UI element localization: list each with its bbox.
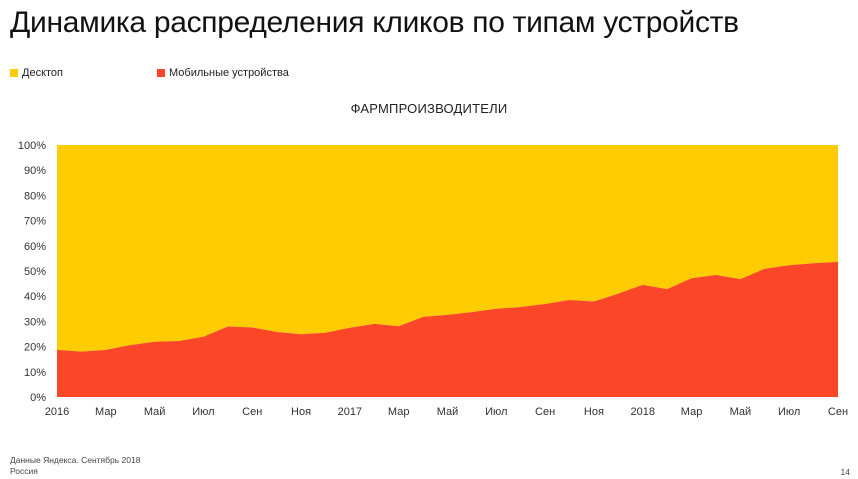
y-tick-label: 60% — [24, 241, 46, 253]
x-tick-label: Сен — [828, 406, 848, 418]
legend-label-desktop: Десктоп — [22, 67, 63, 79]
y-tick-label: 50% — [24, 266, 46, 278]
y-tick-label: 90% — [24, 165, 46, 177]
legend-item-desktop: Десктоп — [10, 67, 63, 79]
y-tick-label: 100% — [18, 140, 46, 152]
x-tick-label: Май — [144, 406, 166, 418]
legend-swatch-desktop — [10, 69, 18, 77]
chart-title: ФАРМПРОИЗВОДИТЕЛИ — [350, 101, 508, 116]
x-tick-label: Мар — [681, 406, 703, 418]
y-tick-label: 40% — [24, 291, 46, 303]
y-tick-label: 70% — [24, 216, 46, 228]
x-tick-label: Июл — [485, 406, 507, 418]
legend-label-mobile: Мобильные устройства — [169, 67, 289, 79]
x-tick-label: Июл — [192, 406, 214, 418]
y-tick-label: 0% — [30, 392, 46, 404]
series-area-mobile — [57, 261, 838, 397]
x-tick-label: Сен — [242, 406, 262, 418]
x-tick-label: Мар — [95, 406, 117, 418]
series-area-desktop — [57, 145, 838, 352]
footer-region-line: Россия — [10, 466, 38, 476]
x-tick-label: Сен — [535, 406, 555, 418]
x-tick-label: Ноя — [291, 406, 311, 418]
x-tick-label: Май — [730, 406, 752, 418]
x-tick-label: 2018 — [631, 406, 655, 418]
footer-source-note: Данные Яндекса. Сентябрь 2018 Россия — [10, 455, 140, 477]
x-tick-label: Май — [437, 406, 459, 418]
x-tick-label: 2016 — [45, 406, 69, 418]
page-title: Динамика распределения кликов по типам у… — [10, 6, 739, 39]
x-tick-label: Ноя — [584, 406, 604, 418]
x-tick-label: Июл — [778, 406, 800, 418]
y-tick-label: 80% — [24, 190, 46, 202]
legend-swatch-mobile — [157, 69, 165, 77]
y-tick-label: 20% — [24, 342, 46, 354]
x-tick-label: Мар — [388, 406, 410, 418]
y-tick-label: 10% — [24, 367, 46, 379]
legend-item-mobile: Мобильные устройства — [157, 67, 289, 79]
page-number: 14 — [840, 467, 850, 477]
y-tick-label: 30% — [24, 316, 46, 328]
x-tick-label: 2017 — [338, 406, 362, 418]
footer-source-line: Данные Яндекса. Сентябрь 2018 — [10, 455, 141, 465]
